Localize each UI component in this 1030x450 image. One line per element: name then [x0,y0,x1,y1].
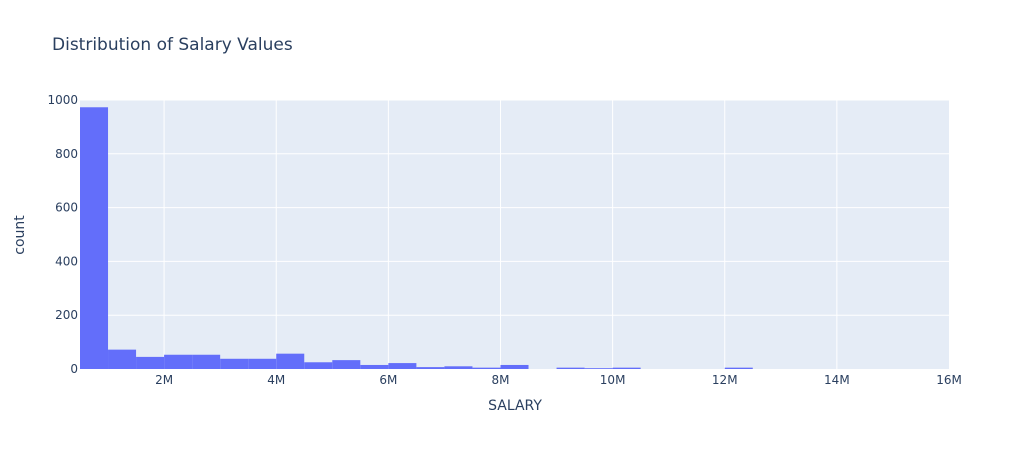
histogram-bar[interactable] [108,349,137,369]
histogram-bar[interactable] [360,364,389,369]
bars [80,107,753,369]
histogram-bar[interactable] [80,107,109,369]
x-tick-label: 12M [712,373,738,387]
histogram-bar[interactable] [192,354,221,369]
histogram-bar[interactable] [612,367,641,369]
y-tick-label: 400 [55,254,78,268]
x-tick-label: 8M [491,373,509,387]
histogram-bar[interactable] [500,364,529,369]
histogram-bar[interactable] [556,367,585,369]
y-axis-ticks: 0 200 400 600 800 1000 [47,93,78,376]
histogram-bar[interactable] [444,366,473,369]
histogram-bar[interactable] [584,368,613,369]
y-tick-label: 600 [55,201,78,215]
x-tick-label: 4M [267,373,285,387]
y-tick-label: 0 [70,362,78,376]
y-tick-label: 200 [55,308,78,322]
chart-title: Distribution of Salary Values [52,35,293,55]
plot-area [80,100,949,369]
histogram-bar[interactable] [136,356,165,369]
histogram-bar[interactable] [220,358,249,369]
y-tick-label: 1000 [47,93,78,107]
x-axis-title: SALARY [488,398,542,414]
grid-lines [80,99,949,369]
x-axis-ticks: 2M 4M 6M 8M 10M 12M 14M 16M [155,373,962,387]
x-tick-label: 10M [600,373,626,387]
histogram-bar[interactable] [388,363,417,369]
histogram-bar[interactable] [332,360,361,369]
x-tick-label: 6M [379,373,397,387]
y-axis-title: count [12,215,28,255]
histogram-bar[interactable] [164,354,193,369]
histogram-bar[interactable] [472,367,501,369]
histogram-bar[interactable] [276,353,305,369]
y-tick-label: 800 [55,147,78,161]
x-tick-label: 14M [824,373,850,387]
histogram-bar[interactable] [416,367,445,369]
x-tick-label: 16M [936,373,962,387]
histogram-bar[interactable] [304,362,333,369]
x-tick-label: 2M [155,373,173,387]
histogram-bar[interactable] [724,367,753,369]
histogram-bar[interactable] [248,358,277,369]
